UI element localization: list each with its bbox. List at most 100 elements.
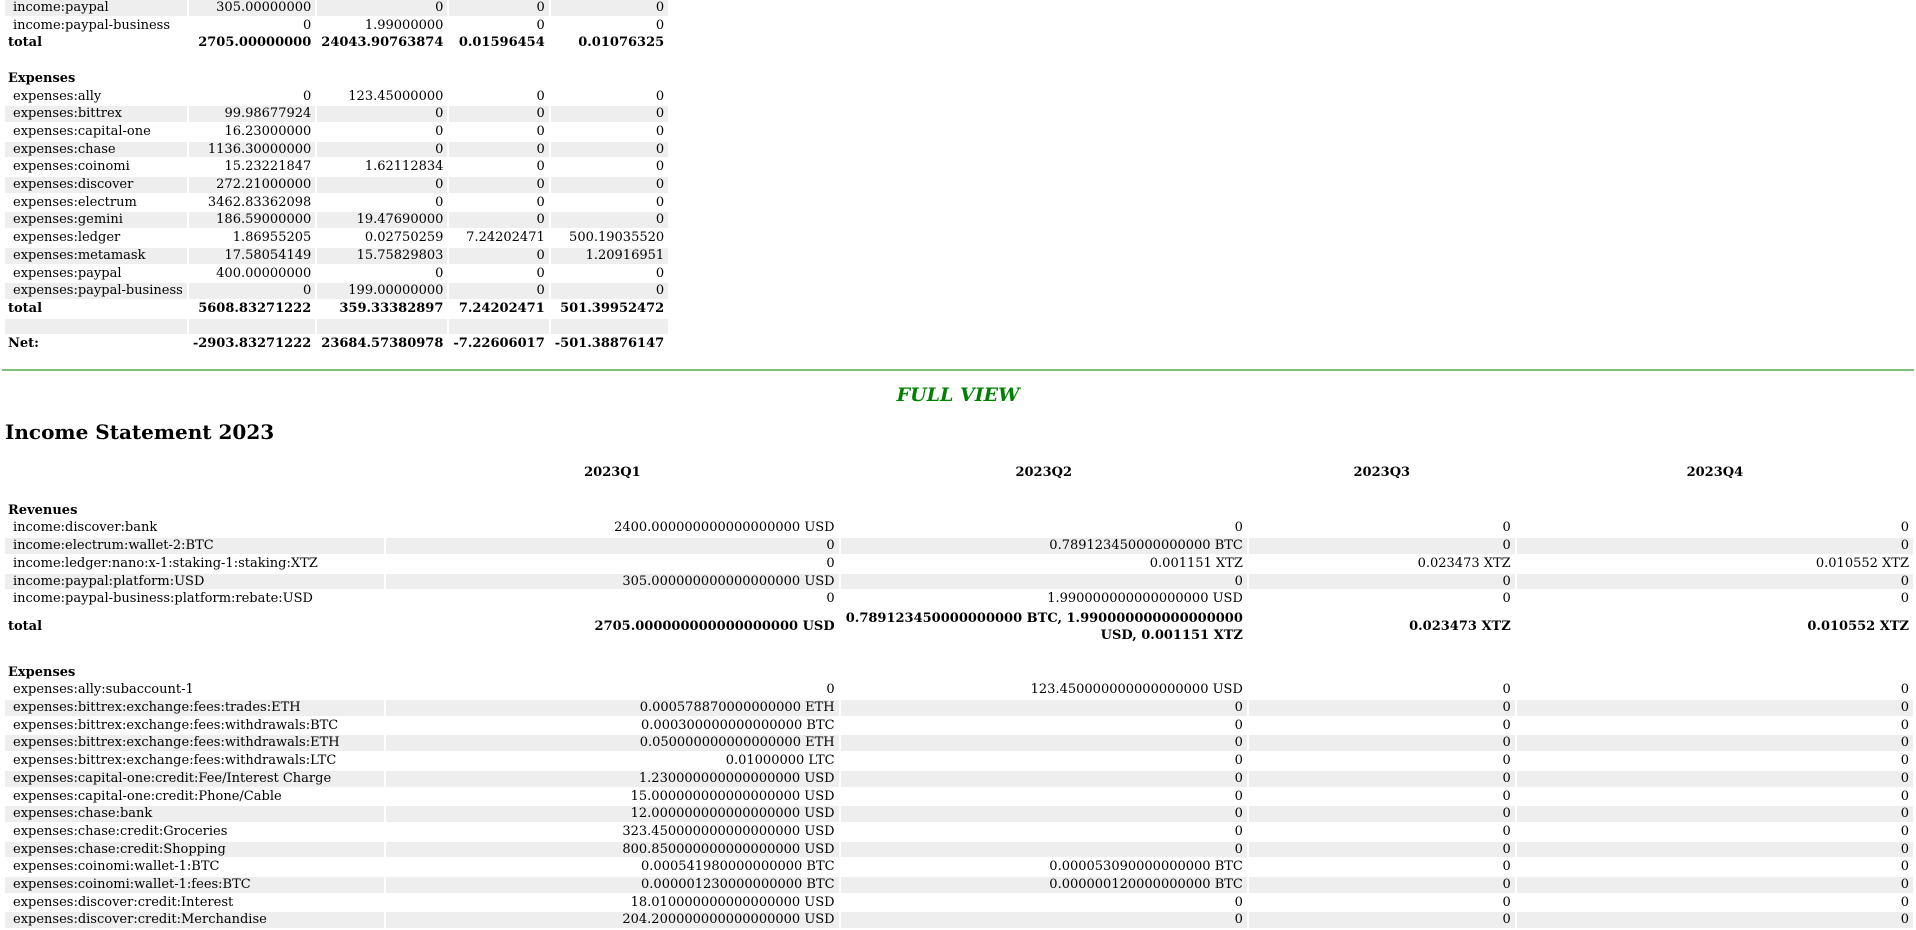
amount-cell: 0: [536, 159, 545, 175]
amount-cell: [1249, 665, 1515, 681]
amount-cell: 0: [1248, 877, 1515, 893]
amount-cell: 199.00000000: [317, 283, 448, 299]
revenues-heading: Revenues: [5, 503, 1913, 519]
table-row: expenses:electrum 3462.83362098 0 0 0: [5, 195, 668, 211]
amount-cell: 0: [1900, 717, 1909, 733]
amount-cell: 0: [1502, 717, 1511, 733]
amount-cell: 0: [1502, 859, 1511, 875]
amount-cell: [386, 665, 838, 681]
amount-cell: [188, 318, 316, 335]
account-label: expenses:bittrex:exchange:fees:withdrawa…: [5, 735, 385, 752]
table-row: expenses:ledger 1.86955205 0.02750259 7.242…: [5, 230, 668, 246]
amount-cell: 501.39952472: [560, 300, 665, 316]
amount-cell: 0: [1900, 753, 1909, 769]
account-label: expenses:electrum: [13, 194, 137, 210]
amount-cell: 0: [1234, 520, 1243, 536]
amount-cell: 0: [1234, 788, 1243, 804]
amount-cell: 0.000541980000000000 BTC: [641, 859, 835, 875]
amount-cell: 0: [826, 555, 835, 571]
amount-cell: 0: [536, 194, 545, 210]
amount-cell: [189, 53, 315, 69]
amount-cell: 0: [1248, 806, 1515, 822]
table-row: expenses:discover:credit:Merchandise 204.…: [5, 912, 1913, 929]
table-row: income:paypal-business:platform:rebate:U…: [5, 591, 1913, 607]
amount-cell: 1.99000000: [364, 17, 444, 33]
amount-cell: 0: [1516, 573, 1913, 590]
spacer-row: [5, 647, 1913, 663]
amount-cell: 0: [550, 0, 669, 16]
amount-cell: 123.450000000000000000 USD: [1030, 682, 1243, 698]
page-title: Income Statement 2023: [5, 420, 275, 444]
spacer-row: [5, 318, 669, 335]
amount-cell: 0: [536, 88, 545, 104]
amount-cell: 0: [840, 700, 1247, 716]
amount-cell: 0: [435, 194, 444, 210]
amount-cell: 0: [655, 159, 665, 175]
column-header: 2023Q4: [1686, 465, 1744, 481]
amount-cell: 0: [449, 283, 549, 299]
table-row: expenses:bittrex:exchange:fees:withdrawa…: [5, 718, 1913, 734]
account-label: expenses:chase:credit:Shopping: [5, 841, 385, 858]
amount-cell: 5608.83271222: [198, 300, 312, 316]
amount-cell: [317, 53, 447, 69]
amount-cell: 0.000053090000000000 BTC: [1049, 859, 1243, 875]
amount-cell: 305.000000000000000000 USD: [386, 573, 839, 590]
amount-cell: 272.21000000: [188, 177, 316, 193]
amount-cell: 0.010552 XTZ: [1815, 555, 1909, 571]
amount-cell: [1249, 647, 1515, 663]
amount-cell: 12.000000000000000000 USD: [386, 806, 839, 822]
table-row: expenses:chase:bank 12.000000000000000000…: [5, 806, 1913, 822]
amount-cell: 800.850000000000000000 USD: [386, 841, 839, 858]
amount-cell: 0: [655, 88, 665, 104]
amount-cell: 19.47690000: [317, 212, 448, 229]
amount-cell: 0: [1900, 894, 1909, 910]
table-row: expenses:coinomi:wallet-1:BTC 0.000541980…: [5, 859, 1913, 875]
amount-cell: 0: [655, 194, 665, 210]
amount-cell: 0.01000000 LTC: [725, 753, 835, 769]
amount-cell: 0.01076325: [578, 35, 665, 51]
table-row: expenses:paypal 400.00000000 0 0 0: [5, 266, 668, 282]
amount-cell: 0: [1248, 700, 1515, 716]
table-row: expenses:coinomi:wallet-1:fees:BTC 0.0000…: [5, 877, 1913, 893]
amount-cell: [386, 485, 838, 501]
account-label: expenses:discover:credit:Interest: [13, 894, 234, 910]
account-label: expenses:bittrex: [5, 106, 187, 122]
table-row: income:paypal-business 0 1.99000000 0 0: [5, 18, 668, 34]
account-label: [5, 485, 384, 501]
amount-cell: 0.000000120000000000 BTC: [840, 877, 1247, 893]
amount-cell: 0: [317, 177, 448, 193]
spacer-row: [5, 485, 1913, 501]
amount-cell: 3462.83362098: [207, 194, 312, 210]
amount-cell: 0: [840, 735, 1247, 752]
amount-cell: 16.23000000: [224, 123, 312, 139]
account-label: income:electrum:wallet-2:BTC: [5, 538, 385, 554]
table-row: expenses:bittrex 99.98677924 0 0 0: [5, 106, 669, 122]
amount-cell: 0.01596454: [458, 35, 545, 51]
amount-cell: 2400.000000000000000000 USD: [614, 520, 835, 536]
net-row: Net: -2903.83271222 23684.57380978 -7.22606…: [5, 336, 668, 352]
amount-cell: 0: [1248, 735, 1515, 752]
account-label: [5, 318, 187, 335]
spacer-row: [5, 53, 668, 69]
amount-cell: 0: [1502, 753, 1511, 769]
amount-cell: [317, 71, 447, 87]
amount-cell: 99.98677924: [188, 106, 316, 122]
account-label: expenses:capital-one:credit:Phone/Cable: [13, 788, 282, 804]
table-row: expenses:gemini 186.59000000 19.47690000 0 0: [5, 212, 669, 229]
amount-cell: 0: [1516, 538, 1913, 554]
amount-cell: 24043.90763874: [321, 35, 444, 51]
amount-cell: 0: [435, 123, 444, 139]
account-label: Expenses: [8, 664, 76, 680]
amount-cell: 0: [536, 123, 545, 139]
table-row: expenses:discover 272.21000000 0 0 0: [5, 177, 669, 193]
amount-cell: 0.000578870000000000 ETH: [386, 700, 839, 716]
account-label: total: [8, 300, 43, 316]
amount-cell: [1517, 665, 1913, 681]
account-label: expenses:capital-one:credit:Fee/Interest…: [5, 770, 385, 787]
amount-cell: 0: [435, 265, 444, 281]
amount-cell: 0: [1516, 700, 1913, 716]
table-row: expenses:capital-one:credit:Fee/Interest…: [5, 770, 1913, 787]
amount-cell: [189, 71, 315, 87]
summary-table: income:paypal 305.00000000 0 0 0 income:paypa…: [3, 0, 670, 354]
amount-cell: 0: [840, 770, 1247, 787]
